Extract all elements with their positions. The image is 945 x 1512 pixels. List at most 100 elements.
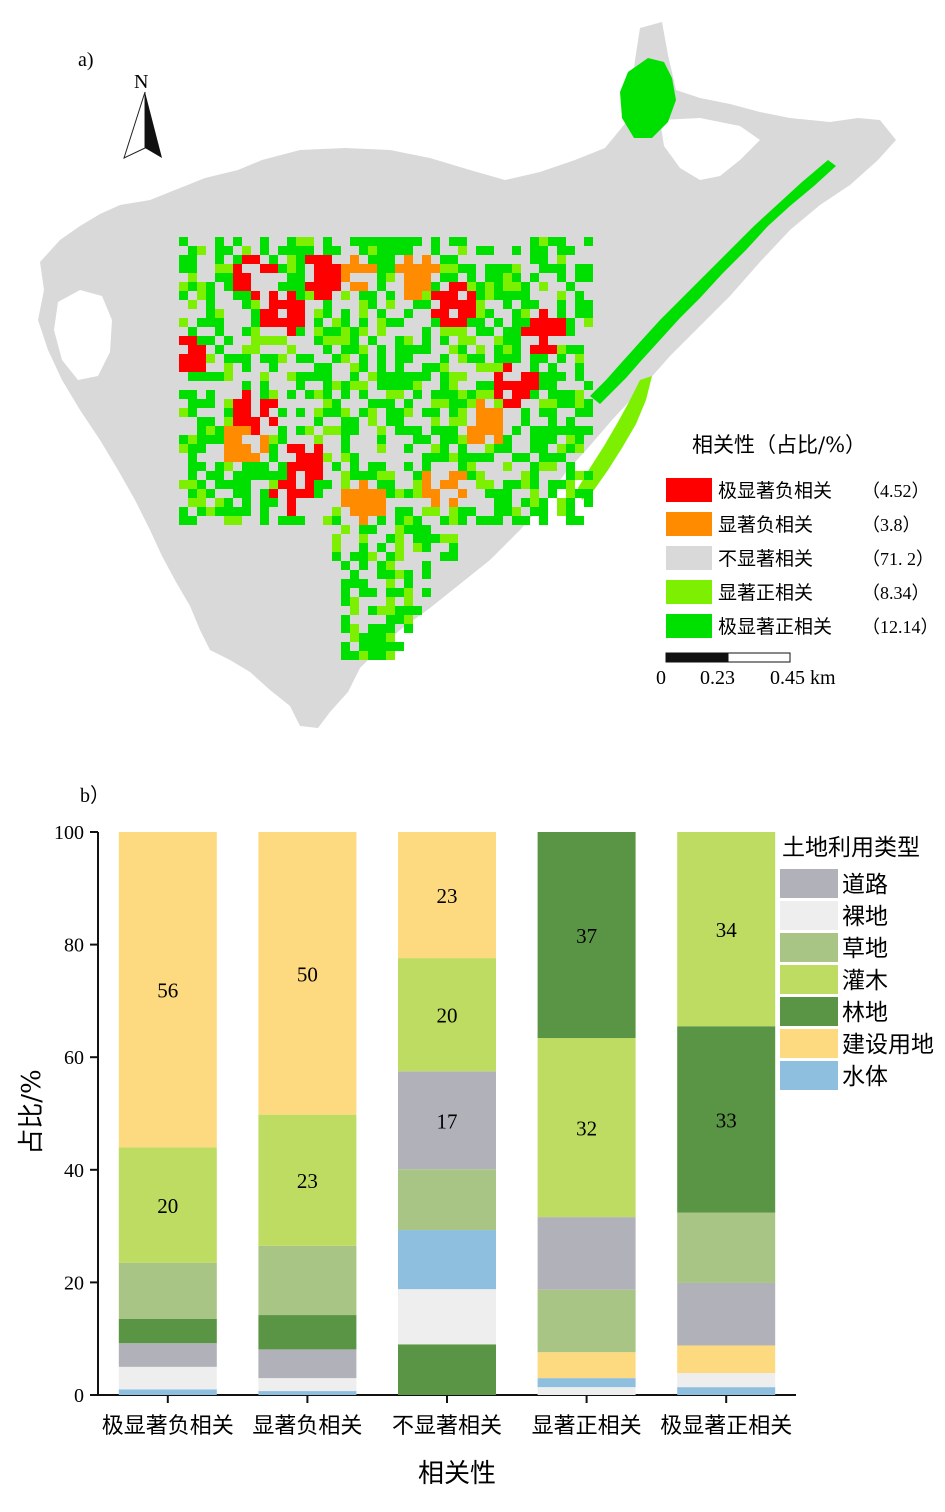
map-legend-swatch <box>666 512 712 536</box>
bar-segment <box>537 1289 636 1353</box>
y-tick-label: 60 <box>64 1047 84 1069</box>
bar-segment <box>537 1378 636 1388</box>
map-legend-swatch <box>666 546 712 570</box>
bar-segment <box>258 832 357 1115</box>
map-legend-title: 相关性（占比/%） <box>692 433 866 457</box>
bar-segment-label: 34 <box>716 918 738 942</box>
panel-b-label: b） <box>80 784 110 807</box>
bar-segment-label: 50 <box>297 962 318 986</box>
bar-segment <box>398 1344 496 1395</box>
chart-legend-label: 林地 <box>842 1000 888 1026</box>
chart-legend-label: 道路 <box>842 872 888 898</box>
chart-legend-label: 裸地 <box>842 904 888 930</box>
bar-segment <box>258 1391 357 1395</box>
map-legend-label: 显著正相关 <box>718 582 813 604</box>
bar-segment <box>118 1389 217 1395</box>
chart-legend-label: 灌木 <box>842 968 888 994</box>
bar-segment <box>118 1318 217 1344</box>
map-legend-label: 极显著正相关 <box>718 616 832 638</box>
bar-segment <box>258 1114 357 1246</box>
map-legend-swatch <box>666 478 712 502</box>
bar-segment <box>258 1378 357 1392</box>
bar-segment <box>258 1315 357 1350</box>
map-hole-west <box>54 290 112 380</box>
chart-legend-label: 建设用地 <box>842 1032 934 1058</box>
bar-segment-label: 23 <box>297 1169 318 1193</box>
bar-segment-label: 37 <box>576 924 597 948</box>
bar-segment <box>677 1026 776 1213</box>
x-tick-label: 显著正相关 <box>532 1414 642 1439</box>
north-arrow-icon: N <box>123 71 162 159</box>
chart-legend-title: 土地利用类型 <box>782 835 920 861</box>
bar-segment-label: 56 <box>157 979 178 1003</box>
scale-bar: 0 0.23 0.45 km <box>656 652 836 689</box>
bar-segment <box>677 1212 776 1283</box>
bar-segment <box>398 1169 496 1231</box>
map-legend-share: （71. 2） <box>862 549 934 569</box>
scale-label-2: 0.45 km <box>770 667 836 689</box>
map-legend-share: （3.8） <box>862 515 921 535</box>
bar-segment-label: 17 <box>437 1109 458 1133</box>
bar-segment <box>398 1071 496 1170</box>
chart-legend-label: 水体 <box>842 1064 888 1090</box>
bar-segment <box>537 1387 636 1395</box>
chart-legend-swatch <box>780 1029 838 1058</box>
chart-legend-swatch <box>780 933 838 962</box>
chart-legend-swatch <box>780 965 838 994</box>
bar-segment <box>118 1262 217 1319</box>
x-tick-label: 显著负相关 <box>252 1414 362 1439</box>
chart-legend-swatch <box>780 901 838 930</box>
bar-segment <box>398 1289 496 1345</box>
bar-segment-label: 20 <box>157 1194 178 1218</box>
y-tick-label: 100 <box>54 822 84 844</box>
bar-segment <box>398 832 496 959</box>
correlation-mosaic <box>179 237 593 660</box>
x-axis-label: 相关性 <box>418 1459 496 1489</box>
panel-b: b） 0 20 40 60 80 100 20 56 极显著负相关 23 50 显著负相关 17 20 23… <box>17 784 934 1489</box>
map-legend-share: （8.34） <box>862 583 930 603</box>
x-tick-label: 不显著相关 <box>392 1414 502 1439</box>
bar-segment-label: 33 <box>716 1108 737 1132</box>
chart-legend-swatch <box>780 997 838 1026</box>
bar-segment <box>677 832 776 1027</box>
bar-segment-label: 23 <box>437 884 458 908</box>
chart-legend-swatch <box>780 869 838 898</box>
bar-segment <box>398 958 496 1072</box>
bar-segment <box>398 1230 496 1290</box>
bar-segment <box>118 832 217 1148</box>
map-strip-ne <box>590 160 836 404</box>
map-legend-label: 极显著负相关 <box>718 480 832 502</box>
map-legend-label: 显著负相关 <box>718 514 813 536</box>
map-legend-label: 不显著相关 <box>718 548 813 570</box>
y-tick-label: 80 <box>64 935 84 957</box>
y-tick-label: 0 <box>74 1385 84 1407</box>
bar-segment <box>118 1366 217 1390</box>
chart-legend-swatch <box>780 1061 838 1090</box>
bar-segment <box>537 832 636 1039</box>
bar-segment <box>118 1343 217 1367</box>
bar-segment <box>677 1282 776 1346</box>
bar-segment-label: 32 <box>576 1117 597 1141</box>
bar-segment <box>537 1038 636 1218</box>
bar-segment <box>258 1349 357 1379</box>
bar-segment <box>258 1245 357 1316</box>
x-tick-label: 极显著正相关 <box>660 1414 792 1439</box>
chart-legend-label: 草地 <box>842 936 888 962</box>
bar-segment <box>677 1387 776 1395</box>
map-legend-share: （4.52） <box>862 481 930 501</box>
bar-segment <box>537 1352 636 1379</box>
map-hole-north <box>660 118 760 180</box>
bar-segment <box>118 1147 217 1263</box>
map-strip-e <box>578 376 652 500</box>
y-tick-label: 40 <box>64 1160 84 1182</box>
bar-segment <box>677 1345 776 1374</box>
panel-a-label: a) <box>78 49 94 71</box>
panel-a: a) N 相关性（占比/%） 极显著负相关 （4.52） 显著负相关 （3.8） 不显著… <box>38 22 939 728</box>
x-tick-label: 极显著负相关 <box>102 1414 234 1439</box>
map-legend-swatch <box>666 614 712 638</box>
stacked-bar-chart: 0 20 40 60 80 100 20 56 极显著负相关 23 50 显著负相关 17 20 23 不显著… <box>54 822 796 1439</box>
bar-segment <box>537 1217 636 1290</box>
bar-segment-label: 20 <box>437 1004 458 1028</box>
map-patch-ne <box>620 58 676 138</box>
